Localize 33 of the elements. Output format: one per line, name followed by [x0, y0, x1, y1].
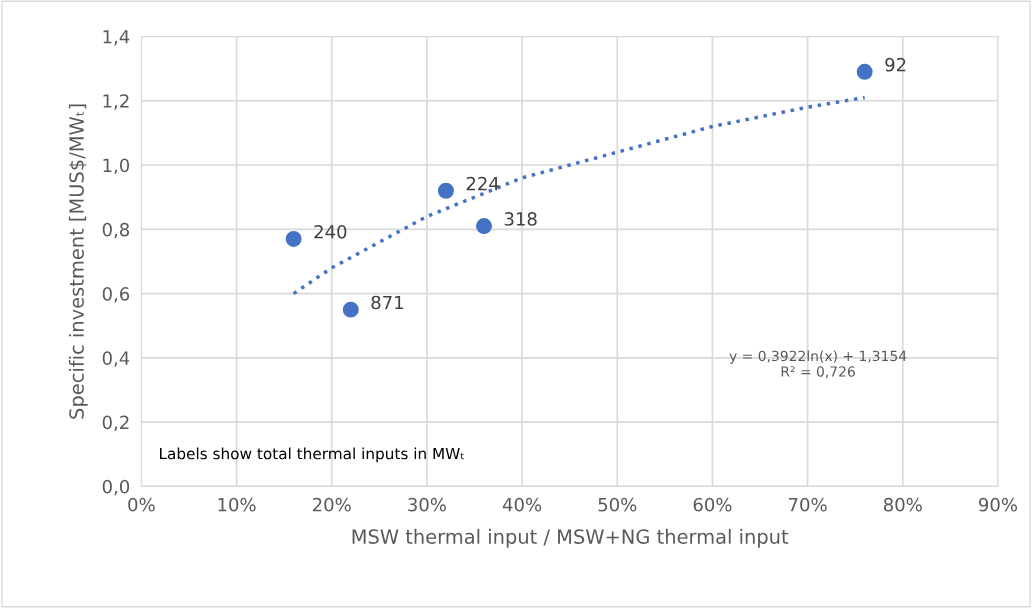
x-tick-label: 60%	[693, 497, 732, 512]
y-tick-label: 0,8	[102, 222, 130, 239]
annotation: 240	[314, 224, 347, 239]
y-tick-label: 1,2	[103, 94, 129, 110]
annotation: y = 0,3922ln(x) + 1,3154 R² = 0,726	[729, 350, 907, 379]
point	[856, 63, 873, 80]
x-axis-title: MSW thermal input / MSW+NG thermal input	[352, 528, 789, 548]
x-tick-label: 30%	[408, 497, 446, 512]
line-series	[291, 95, 867, 296]
y-tick-label: 0,6	[102, 287, 130, 303]
point	[342, 301, 359, 318]
annotation: 224	[466, 176, 499, 191]
y-axis-title: Specific investment [MUS$/MWₜ]	[68, 104, 88, 419]
x-tick-label: 40%	[502, 497, 542, 512]
x-tick-label: 80%	[883, 497, 922, 512]
x-tick-label: 0%	[128, 497, 155, 512]
x-tick-label: 20%	[312, 497, 351, 512]
y-tick-label: 0,2	[102, 415, 129, 432]
point	[437, 182, 454, 199]
y-tick-label: 1,4	[103, 30, 130, 46]
annotation: 318	[504, 212, 537, 226]
x-tick-label: 50%	[598, 497, 637, 512]
annotation: Labels show total thermal inputs in MWₜ	[160, 447, 464, 463]
x-tick-label: 10%	[218, 497, 256, 512]
annotation: 92	[885, 57, 906, 72]
y-tick-label: 1,0	[103, 158, 130, 174]
x-tick-label: 90%	[979, 497, 1018, 512]
x-tick-label: 70%	[789, 497, 827, 512]
y-tick-label: 0,4	[102, 351, 130, 367]
point	[285, 230, 302, 247]
y-tick-label: 0,0	[102, 479, 130, 496]
point	[476, 218, 492, 235]
annotation: 871	[371, 295, 404, 310]
